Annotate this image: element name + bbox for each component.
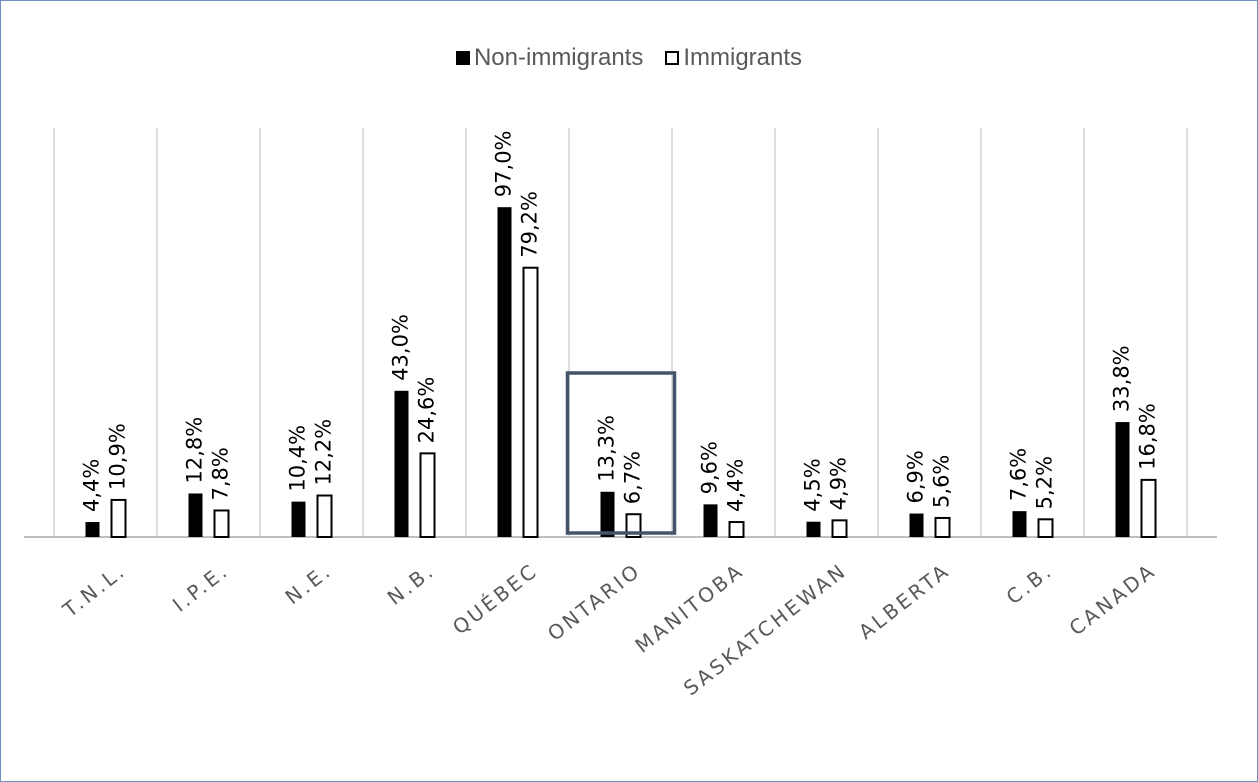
data-label-immigrants: 7,8% <box>209 447 233 500</box>
bar-non-immigrants <box>189 493 203 537</box>
bar-non-immigrants <box>1013 511 1027 537</box>
bar-immigrants <box>833 520 847 537</box>
data-label-immigrants: 12,2% <box>312 419 336 486</box>
bar-non-immigrants <box>395 391 409 537</box>
category-label: T.N.L. <box>57 558 130 622</box>
bar-non-immigrants <box>1116 422 1130 537</box>
bar-immigrants <box>421 453 435 537</box>
bar-immigrants <box>215 510 229 537</box>
data-label-non-immigrants: 97,0% <box>492 130 516 197</box>
bar-immigrants <box>1142 480 1156 537</box>
data-label-immigrants: 4,4% <box>724 459 748 512</box>
data-label-non-immigrants: 43,0% <box>389 314 413 381</box>
category-label: I.P.E. <box>168 558 234 617</box>
bar-non-immigrants <box>292 502 306 537</box>
data-label-non-immigrants: 9,6% <box>698 441 722 494</box>
category-label: CANADA <box>1065 558 1161 640</box>
data-label-non-immigrants: 4,5% <box>801 458 825 511</box>
bar-non-immigrants <box>498 207 512 537</box>
bar-non-immigrants <box>910 514 924 537</box>
bar-non-immigrants <box>704 504 718 537</box>
data-label-immigrants: 5,6% <box>930 455 954 508</box>
category-label: QUÉBEC <box>448 558 543 639</box>
data-label-non-immigrants: 7,6% <box>1007 448 1031 501</box>
data-label-immigrants: 4,9% <box>827 457 851 510</box>
category-label: N.B. <box>383 558 440 610</box>
category-label: N.E. <box>281 558 337 609</box>
data-label-immigrants: 79,2% <box>518 191 542 258</box>
bar-non-immigrants <box>601 492 615 537</box>
bar-immigrants <box>318 496 332 537</box>
bar-immigrants <box>1039 519 1053 537</box>
bar-immigrants <box>730 522 744 537</box>
bar-non-immigrants <box>86 522 100 537</box>
bar-immigrants <box>936 518 950 537</box>
data-label-non-immigrants: 6,9% <box>904 450 928 503</box>
bar-immigrants <box>524 268 538 537</box>
bar-immigrants <box>112 500 126 537</box>
data-label-immigrants: 24,6% <box>415 377 439 444</box>
data-label-non-immigrants: 12,8% <box>183 417 207 484</box>
data-label-immigrants: 6,7% <box>621 451 645 504</box>
category-label: SASKATCHEWAN <box>679 558 852 700</box>
data-label-immigrants: 5,2% <box>1033 456 1057 509</box>
data-label-non-immigrants: 10,4% <box>286 425 310 492</box>
data-label-non-immigrants: 13,3% <box>595 415 619 482</box>
category-label: C.B. <box>1002 558 1058 609</box>
category-label: ALBERTA <box>854 558 955 644</box>
bar-non-immigrants <box>807 522 821 537</box>
data-label-non-immigrants: 4,4% <box>80 459 104 512</box>
data-label-non-immigrants: 33,8% <box>1110 345 1134 412</box>
data-label-immigrants: 10,9% <box>106 423 130 490</box>
category-label: ONTARIO <box>543 558 646 646</box>
data-label-immigrants: 16,8% <box>1136 403 1160 470</box>
